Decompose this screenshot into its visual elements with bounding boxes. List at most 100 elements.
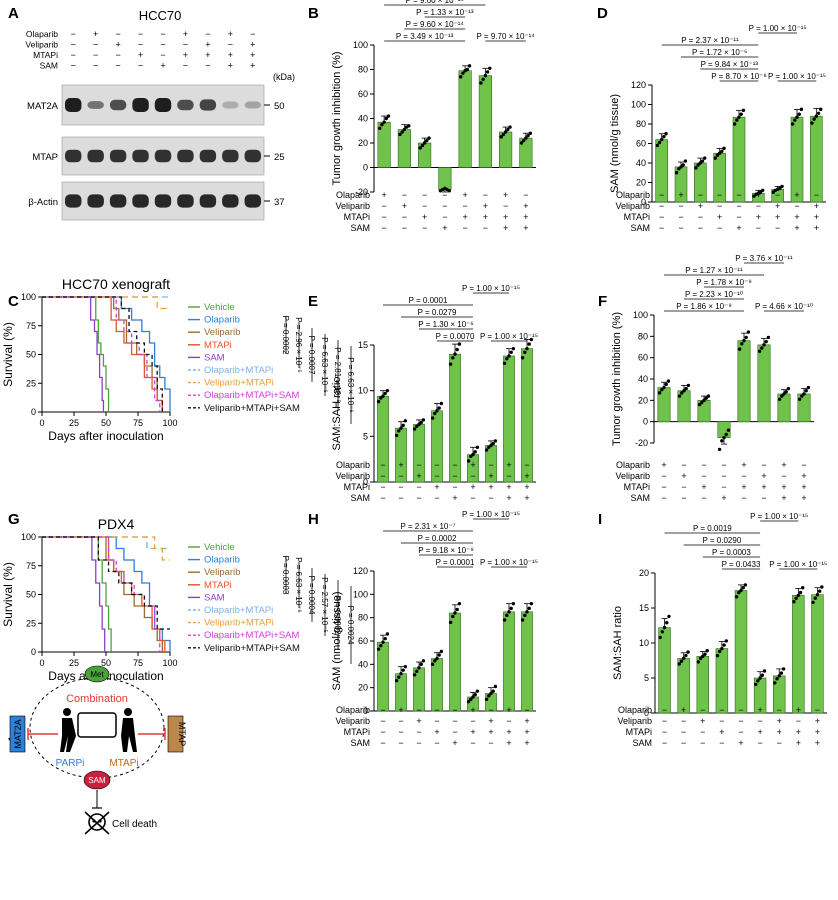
condition-sign: +	[524, 738, 529, 748]
legend-label: Veliparib+MTAPi+SAM	[204, 643, 300, 654]
condition-sign: +	[398, 705, 403, 715]
condition-sign: −	[775, 190, 780, 200]
y-tick-label: 120	[631, 80, 646, 90]
bar	[503, 611, 515, 712]
data-point	[437, 406, 441, 410]
condition-sign: +	[721, 493, 726, 503]
blot-condition-label: SAM	[40, 61, 58, 71]
data-point	[799, 107, 804, 112]
condition-sign: +	[717, 212, 722, 222]
blot-condition-sign: −	[183, 40, 188, 50]
condition-sign: −	[761, 493, 766, 503]
p-value-label: P = 1.33 × 10⁻¹³	[416, 8, 474, 17]
data-point	[724, 639, 728, 643]
data-point	[502, 618, 507, 622]
bar	[431, 658, 443, 712]
condition-sign: −	[681, 716, 686, 726]
data-point	[421, 659, 426, 663]
data-point	[397, 675, 401, 679]
data-point	[487, 694, 491, 698]
mtap-box	[167, 715, 184, 753]
condition-sign: −	[661, 493, 666, 503]
condition-sign: −	[416, 460, 421, 470]
survival-line	[42, 296, 105, 412]
data-point	[527, 606, 531, 611]
condition-sign: −	[442, 212, 447, 222]
p-value-label: P = 0.0001	[436, 558, 475, 567]
data-point	[786, 386, 791, 391]
p-value-label: P = 0.0002	[418, 534, 457, 543]
condition-sign: +	[801, 493, 806, 503]
condition-sign: −	[721, 471, 726, 481]
condition-sign: −	[738, 705, 743, 715]
data-point	[506, 127, 510, 132]
y-tick-label: 50	[26, 590, 36, 600]
y-tick-label: 60	[638, 353, 648, 363]
blot-condition-label: MTAPi	[33, 50, 58, 60]
data-point	[479, 81, 483, 85]
data-point	[459, 75, 463, 79]
blot-condition-sign: −	[93, 40, 98, 50]
blot-band	[87, 101, 104, 109]
x-tick-label: 25	[69, 418, 79, 428]
condition-sign: −	[777, 738, 782, 748]
data-point	[797, 112, 801, 116]
y-tick-label: 100	[21, 532, 36, 542]
p-value-label: P = 0.0003	[712, 548, 751, 557]
survival-line	[42, 296, 163, 412]
blot-condition-sign: +	[228, 50, 233, 60]
condition-sign: +	[777, 716, 782, 726]
legend-label: SAM	[204, 592, 225, 603]
data-point	[773, 681, 777, 685]
data-point	[655, 143, 659, 148]
blot-condition-sign: −	[71, 40, 76, 50]
data-point	[697, 402, 702, 407]
data-point	[493, 684, 498, 689]
data-point	[793, 118, 797, 122]
legend-label: Veliparib	[204, 567, 240, 578]
person-head-right	[124, 708, 132, 716]
bar	[377, 641, 389, 712]
data-point	[683, 159, 688, 163]
y-axis-label: SAM:SAH ratio	[331, 377, 343, 451]
bar	[449, 612, 461, 712]
blot-condition-sign: −	[71, 29, 76, 39]
condition-sign: −	[380, 738, 385, 748]
condition-sign: −	[700, 727, 705, 737]
data-point	[781, 667, 786, 671]
data-point	[811, 600, 815, 605]
blot-condition-sign: −	[250, 29, 255, 39]
condition-row-label: Olaparib	[618, 705, 652, 715]
data-point	[422, 141, 427, 145]
legend-label: Olaparib+MTAPi	[204, 365, 273, 376]
bar	[438, 167, 452, 190]
data-point	[491, 689, 495, 693]
condition-sign: −	[775, 223, 780, 233]
data-point	[817, 589, 822, 593]
data-point	[481, 77, 485, 82]
bar	[715, 648, 729, 714]
p-value-label: P = 0.0001	[409, 296, 448, 305]
blot-condition-sign: −	[115, 61, 120, 71]
blot-band	[199, 194, 217, 208]
condition-sign: +	[524, 716, 529, 726]
condition-sign: +	[506, 460, 511, 470]
condition-sign: +	[757, 705, 762, 715]
data-point	[760, 673, 765, 677]
condition-sign: +	[470, 482, 475, 492]
condition-sign: −	[503, 201, 508, 211]
data-point	[677, 394, 682, 398]
condition-sign: +	[523, 212, 528, 222]
condition-sign: +	[470, 705, 475, 715]
condition-sign: +	[483, 212, 488, 222]
condition-sign: −	[738, 727, 743, 737]
data-point	[700, 159, 705, 163]
condition-sign: +	[462, 190, 467, 200]
condition-sign: −	[523, 190, 528, 200]
panel-letter-D: D	[597, 5, 608, 22]
condition-sign: −	[681, 460, 686, 470]
data-point	[457, 342, 462, 346]
condition-sign: −	[796, 716, 801, 726]
blot-condition-sign: −	[160, 40, 165, 50]
condition-sign: −	[380, 727, 385, 737]
